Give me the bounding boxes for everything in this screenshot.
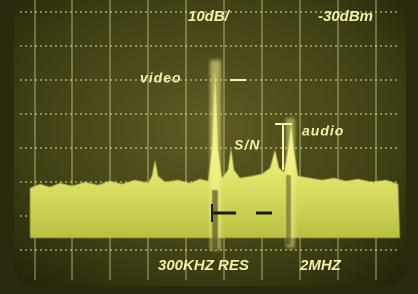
reference-level: -30dBm xyxy=(318,8,373,25)
scale-label: 10dB/ xyxy=(188,8,231,25)
analyzer-photo: 10dB/ -30dBm video S/N audio 300KHZ RES … xyxy=(0,0,418,294)
audio-label: audio xyxy=(302,123,344,139)
video-label: video xyxy=(140,70,182,86)
sn-label: S/N xyxy=(234,137,260,153)
resolution-label: 300KHZ RES xyxy=(158,257,249,274)
page: 10dB/ -30dBm video S/N audio 300KHZ RES … xyxy=(0,0,418,294)
span-label: 2MHZ xyxy=(299,257,342,274)
carrier-shadow xyxy=(286,175,291,245)
